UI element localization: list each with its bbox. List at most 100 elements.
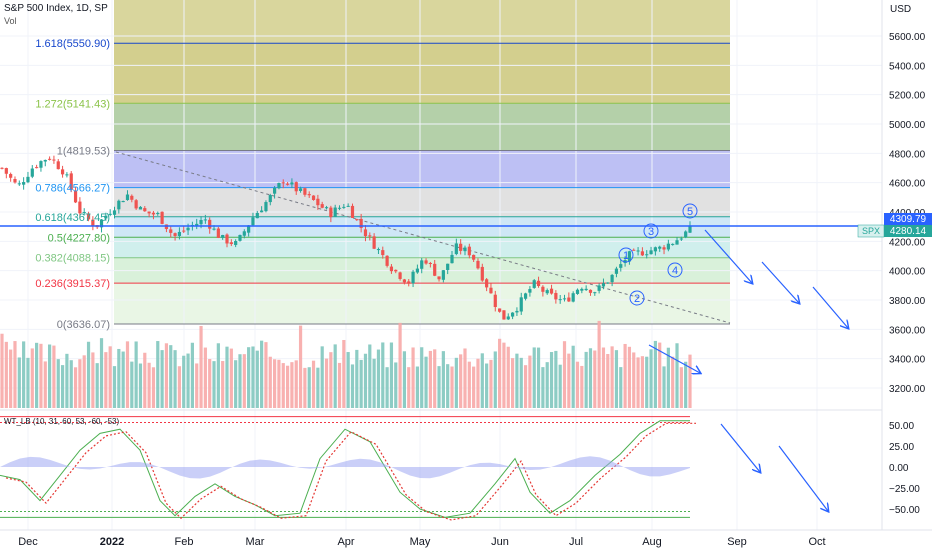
volume-bar <box>614 350 619 408</box>
candle-body <box>311 195 316 200</box>
candle-body <box>78 201 82 214</box>
candle-body <box>125 194 130 201</box>
volume-bar <box>640 356 645 408</box>
volume-bar <box>519 357 523 408</box>
price-tick: 3400.00 <box>889 355 926 366</box>
candle-body <box>281 182 285 184</box>
candle-body <box>86 213 91 220</box>
candle-body <box>545 290 549 294</box>
volume-bar <box>424 356 428 408</box>
candle-body <box>108 213 112 215</box>
candle-body <box>52 159 56 161</box>
volume-bar <box>13 341 17 408</box>
volume-bar <box>303 367 307 408</box>
volume-bar <box>86 341 91 408</box>
candle-body <box>247 225 251 233</box>
candle-body <box>285 183 290 185</box>
candle-body <box>195 223 199 227</box>
candle-body <box>472 254 476 260</box>
candle-body <box>662 247 666 250</box>
forecast-arrows[interactable] <box>648 229 848 511</box>
volume-bar <box>285 365 290 408</box>
candle-body <box>251 217 255 226</box>
candle-body <box>350 205 355 218</box>
candle-body <box>138 206 143 210</box>
candle-body <box>60 169 65 175</box>
candle-body <box>242 231 246 236</box>
volume-bar <box>329 352 333 408</box>
svg-text:3: 3 <box>648 226 654 238</box>
volume-bar <box>333 344 337 408</box>
svg-text:2: 2 <box>634 293 640 305</box>
volume-bar <box>342 340 346 408</box>
elliott-wave-labels: 1 2 3 4 5 <box>618 203 698 306</box>
candle-body <box>337 207 342 209</box>
volume-bar <box>428 350 432 408</box>
volume-bar <box>601 347 606 408</box>
candle-body <box>671 243 675 245</box>
volume-bar <box>411 347 415 408</box>
time-label: May <box>410 536 431 548</box>
candle-body <box>562 298 567 300</box>
candle-body <box>601 283 606 287</box>
volume-bar <box>506 346 510 408</box>
price-tick: 4800.00 <box>889 149 926 160</box>
volume-bar <box>104 352 108 408</box>
candle-body <box>528 289 532 293</box>
svg-text:1: 1 <box>623 250 629 262</box>
candle-body <box>56 161 60 170</box>
candle-body <box>493 294 497 308</box>
volume-bar <box>99 338 104 408</box>
candle-body <box>290 182 294 185</box>
candle-body <box>134 200 138 209</box>
candlesticks <box>0 155 692 320</box>
volume-bar <box>247 347 251 408</box>
candle-body <box>389 266 394 272</box>
candle-body <box>333 207 337 217</box>
volume-bar <box>472 366 476 408</box>
candle-body <box>658 246 662 249</box>
volume-bar <box>575 361 580 408</box>
fib-band <box>114 283 730 325</box>
volume-bar <box>160 350 164 408</box>
volume-bar <box>294 360 298 408</box>
candle-body <box>649 250 653 255</box>
dashed-trendline[interactable] <box>115 151 731 324</box>
candle-body <box>143 208 147 212</box>
candle-body <box>498 308 502 312</box>
candle-body <box>402 279 407 283</box>
candle-body <box>355 219 359 221</box>
candle-body <box>199 219 203 225</box>
price-axis-bg[interactable] <box>882 0 932 550</box>
candle-body <box>169 229 173 233</box>
volume-bar <box>558 364 562 408</box>
volume-bar <box>60 365 65 408</box>
candle-body <box>619 264 623 268</box>
volume-bar <box>234 360 238 408</box>
current-price-label: 4309.79 <box>890 214 927 225</box>
price-tick: 5200.00 <box>889 91 926 102</box>
spx-tag-text: SPX <box>862 226 880 236</box>
candle-body <box>329 207 333 218</box>
candle-body <box>4 168 8 174</box>
volume-bar <box>420 347 424 408</box>
volume-bar <box>645 356 649 408</box>
volume-bar <box>381 342 385 408</box>
candle-body <box>575 289 580 294</box>
fib-labels: 1.618(5550.90) 1.272(5141.43) 1(4819.53) 0.… <box>35 38 110 331</box>
candle-body <box>65 174 69 176</box>
candle-body <box>627 251 632 262</box>
osc-arrow-1 <box>720 423 760 472</box>
volume-bar <box>454 357 458 408</box>
volume-bar <box>320 346 324 408</box>
volume-bar <box>177 366 182 408</box>
price-ticks: 5600.00 5400.00 5200.00 5000.00 4800.00 4600.… <box>889 32 926 395</box>
volume-bar <box>407 367 411 408</box>
volume-bar <box>545 362 549 408</box>
volume-bar <box>203 347 207 408</box>
candle-body <box>420 260 424 269</box>
candle-body <box>653 247 657 252</box>
candle-body <box>104 215 108 219</box>
candle-body <box>69 173 73 190</box>
